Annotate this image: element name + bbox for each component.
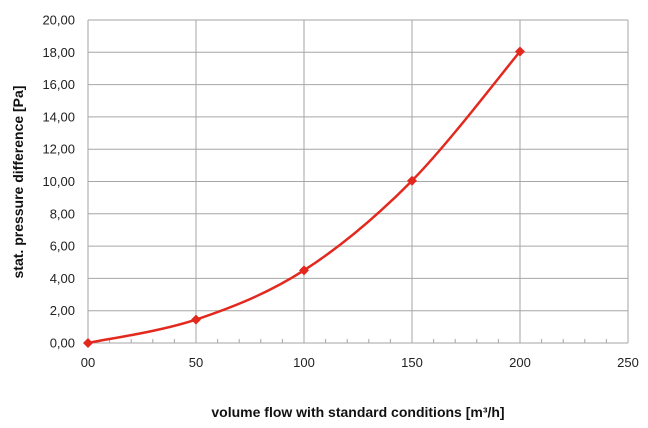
data-point-marker (83, 338, 93, 348)
x-tick-label: 50 (189, 355, 203, 370)
y-tick-label: 4,00 (50, 271, 75, 286)
data-point-marker (515, 46, 525, 57)
series-group (83, 46, 525, 348)
y-tick-label: 8,00 (50, 206, 75, 221)
y-axis-title: stat. pressure difference [Pa] (10, 86, 26, 279)
y-tick-label: 16,00 (42, 77, 75, 92)
y-tick-label: 2,00 (50, 303, 75, 318)
data-point-marker (299, 265, 309, 276)
y-tick-label: 20,00 (42, 13, 75, 28)
x-tick-label: 200 (509, 355, 531, 370)
data-point-marker (191, 314, 201, 325)
y-tick-labels: 0,00 2,00 4,00 6,00 8,00 10,00 12,00 14,00 16,00… (42, 13, 75, 351)
grid (87, 19, 629, 344)
x-minor-ticks (109, 339, 607, 343)
y-tick-label: 0,00 (50, 336, 75, 351)
x-tick-label: 250 (617, 355, 639, 370)
series-line-0 (87, 50, 521, 345)
y-tick-label: 10,00 (42, 174, 75, 189)
y-tick-label: 12,00 (42, 142, 75, 157)
y-tick-label: 6,00 (50, 239, 75, 254)
data-point-marker (407, 175, 417, 186)
y-tick-label: 18,00 (42, 45, 75, 60)
x-tick-label: 150 (401, 355, 423, 370)
x-tick-labels: 00 50 100 150 200 250 (81, 355, 639, 370)
x-axis-title: volume flow with standard conditions [m³… (211, 404, 504, 420)
x-tick-label: 100 (293, 355, 315, 370)
x-tick-label: 00 (81, 355, 95, 370)
y-tick-label: 14,00 (42, 109, 75, 124)
